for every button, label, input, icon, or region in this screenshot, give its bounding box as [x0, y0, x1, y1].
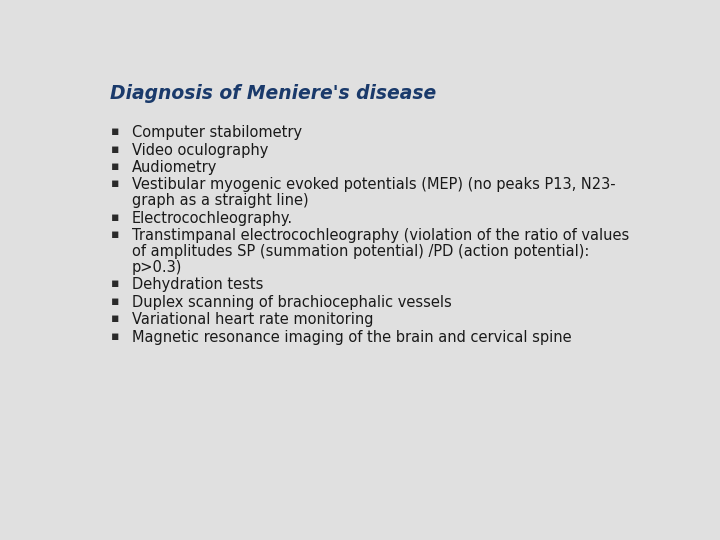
- Text: p>0.3): p>0.3): [132, 260, 182, 275]
- Text: ▪: ▪: [111, 211, 120, 224]
- Text: Computer stabilometry: Computer stabilometry: [132, 125, 302, 140]
- Text: ▪: ▪: [111, 160, 120, 173]
- Text: Electrocochleography.: Electrocochleography.: [132, 211, 293, 226]
- Text: graph as a straight line): graph as a straight line): [132, 193, 308, 208]
- Text: ▪: ▪: [111, 143, 120, 156]
- Text: Dehydration tests: Dehydration tests: [132, 277, 264, 292]
- Text: Diagnosis of Meniere's disease: Diagnosis of Meniere's disease: [109, 84, 436, 103]
- Text: ▪: ▪: [111, 178, 120, 191]
- Text: Variational heart rate monitoring: Variational heart rate monitoring: [132, 312, 374, 327]
- Text: ▪: ▪: [111, 312, 120, 325]
- Text: Video oculography: Video oculography: [132, 143, 269, 158]
- Text: Vestibular myogenic evoked potentials (MEP) (no peaks P13, N23-: Vestibular myogenic evoked potentials (M…: [132, 178, 616, 192]
- Text: ▪: ▪: [111, 277, 120, 291]
- Text: ▪: ▪: [111, 295, 120, 308]
- Text: of amplitudes SP (summation potential) /PD (action potential):: of amplitudes SP (summation potential) /…: [132, 244, 589, 259]
- Text: ▪: ▪: [111, 228, 120, 241]
- Text: ▪: ▪: [111, 329, 120, 343]
- Text: Audiometry: Audiometry: [132, 160, 217, 175]
- Text: Magnetic resonance imaging of the brain and cervical spine: Magnetic resonance imaging of the brain …: [132, 329, 572, 345]
- Text: Transtimpanal electrocochleography (violation of the ratio of values: Transtimpanal electrocochleography (viol…: [132, 228, 629, 243]
- Text: ▪: ▪: [111, 125, 120, 138]
- Text: Duplex scanning of brachiocephalic vessels: Duplex scanning of brachiocephalic vesse…: [132, 295, 451, 310]
